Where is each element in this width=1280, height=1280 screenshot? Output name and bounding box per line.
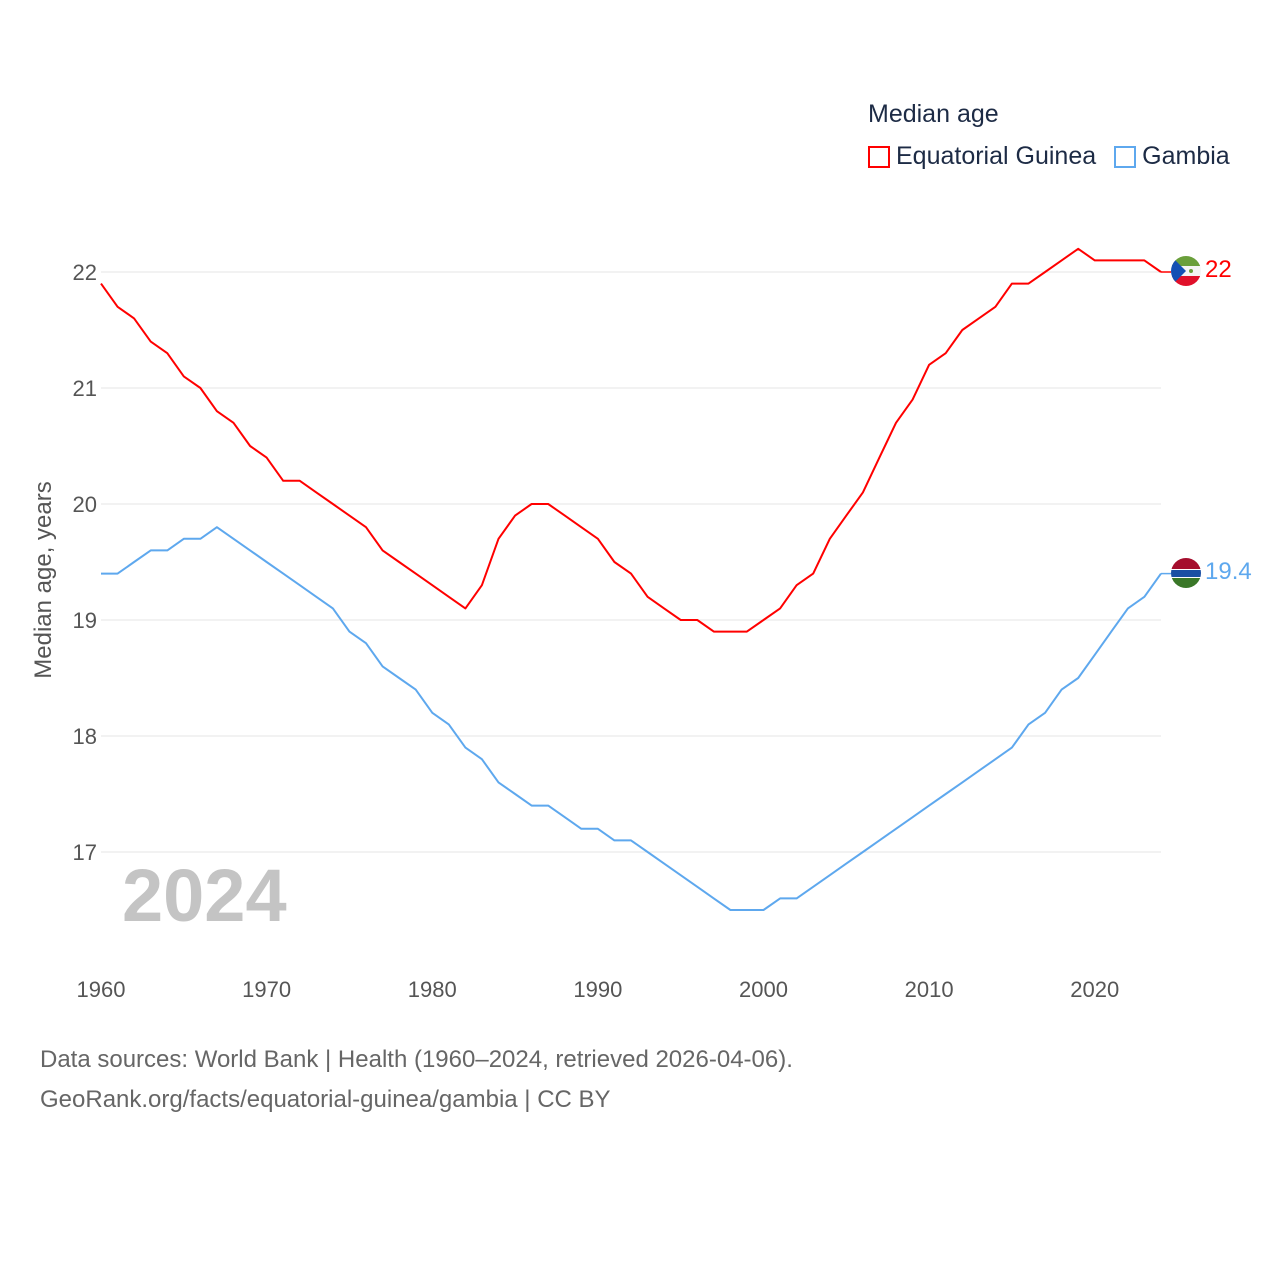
legend-swatch-red <box>868 145 890 168</box>
x-tick-label: 1990 <box>573 977 622 1002</box>
year-watermark: 2024 <box>122 854 287 937</box>
x-tick-label: 2000 <box>739 977 788 1002</box>
gambia-end-label: 19.4 <box>1205 558 1252 585</box>
x-tick-label: 1960 <box>77 977 126 1002</box>
equatorial-guinea-flag-icon <box>1171 256 1201 286</box>
y-axis-label: Median age, years <box>30 481 57 678</box>
legend-title: Median age <box>868 100 999 128</box>
x-tick-label: 2010 <box>905 977 954 1002</box>
y-tick-label: 21 <box>73 376 97 401</box>
equatorial-guinea-end-label: 22 <box>1205 256 1232 283</box>
legend-item-gambia[interactable]: Gambia <box>1114 142 1230 171</box>
legend-label: Equatorial Guinea <box>896 142 1097 170</box>
legend-item-equatorial-guinea[interactable]: Equatorial Guinea <box>868 142 1096 171</box>
x-tick-label: 1970 <box>242 977 291 1002</box>
y-tick-label: 20 <box>73 492 97 517</box>
y-tick-label: 22 <box>73 260 97 285</box>
y-tick-label: 17 <box>73 840 97 865</box>
legend-label: Gambia <box>1142 142 1230 170</box>
source-text: Data sources: World Bank | Health (1960–… <box>40 1046 793 1073</box>
source-link[interactable]: GeoRank.org/facts/equatorial-guinea/gamb… <box>40 1086 611 1113</box>
x-tick-label: 1980 <box>408 977 457 1002</box>
y-tick-label: 18 <box>73 724 97 749</box>
legend-swatch-blue <box>1114 145 1137 168</box>
y-tick-label: 19 <box>73 608 97 633</box>
series-line-equatorial-guinea <box>100 247 1162 633</box>
gambia-flag-icon <box>1171 558 1201 588</box>
series-line-gambia <box>101 526 1162 911</box>
x-tick-label: 2020 <box>1070 977 1119 1002</box>
legend: Equatorial Guinea Gambia <box>868 142 1230 171</box>
